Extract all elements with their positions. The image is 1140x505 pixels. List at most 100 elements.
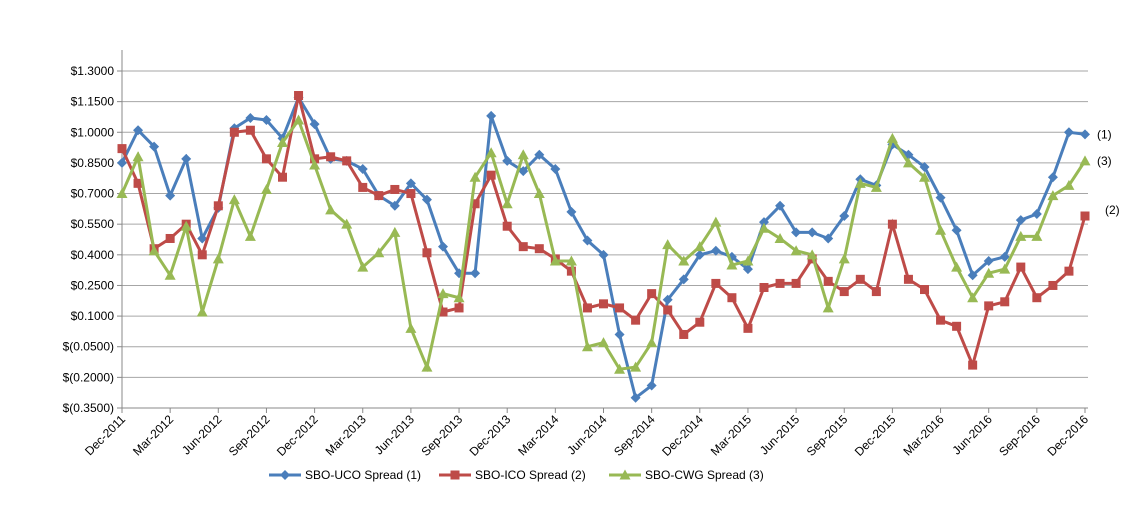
data-point	[1079, 155, 1091, 166]
data-point	[518, 166, 529, 177]
data-point	[165, 190, 176, 201]
data-point	[549, 255, 561, 266]
data-point	[646, 380, 657, 391]
data-point	[117, 144, 127, 154]
data-point	[566, 266, 576, 276]
data-point	[614, 363, 626, 374]
data-point	[438, 241, 448, 252]
data-point	[357, 164, 368, 175]
data-point	[758, 222, 770, 233]
y-tick-label: $(0.2000)	[63, 370, 114, 384]
y-tick-label: $0.2500	[71, 278, 115, 292]
data-point	[422, 248, 432, 258]
data-point	[886, 132, 898, 143]
data-point	[148, 245, 160, 256]
annotation: (3)	[1097, 154, 1112, 168]
data-point	[582, 303, 592, 313]
data-point	[550, 164, 561, 175]
data-point	[405, 322, 417, 333]
data-point	[245, 112, 256, 123]
data-point	[374, 191, 384, 201]
data-point	[518, 242, 528, 252]
data-point	[486, 110, 497, 121]
data-point	[871, 287, 881, 297]
x-tick-label: Mar-2016	[900, 412, 946, 458]
data-point	[952, 321, 962, 331]
data-point	[887, 219, 897, 229]
data-point	[663, 305, 673, 315]
x-tick-label: Sep-2016	[996, 412, 1043, 459]
data-point	[614, 329, 625, 340]
data-point	[967, 292, 979, 303]
x-tick-label: Jun-2015	[757, 412, 803, 458]
data-point	[920, 285, 929, 295]
data-point	[278, 172, 287, 182]
data-point	[501, 198, 513, 209]
data-point	[197, 233, 208, 244]
data-point	[453, 292, 465, 303]
data-point	[646, 337, 658, 348]
data-point	[326, 152, 336, 162]
data-point	[727, 293, 737, 303]
data-point	[165, 233, 175, 243]
y-tick-label: $(0.0500)	[63, 340, 114, 354]
data-point	[774, 232, 786, 243]
legend-marker	[619, 469, 631, 480]
x-tick-label: Mar-2012	[130, 412, 176, 458]
data-point	[1063, 179, 1075, 190]
data-point	[342, 156, 352, 166]
data-point	[485, 147, 497, 158]
y-tick-label: $0.4000	[71, 248, 115, 262]
data-point	[517, 149, 529, 160]
data-point	[791, 227, 802, 238]
data-point	[968, 360, 978, 370]
data-point	[244, 230, 256, 241]
legend-item: SBO-ICO Spread (2)	[439, 468, 586, 482]
data-point	[647, 289, 657, 299]
data-point	[951, 261, 963, 272]
data-point	[662, 294, 673, 305]
data-point	[534, 149, 545, 160]
data-point	[213, 201, 223, 211]
data-point	[662, 239, 674, 250]
data-point	[1048, 280, 1058, 290]
data-point	[807, 227, 818, 238]
data-point	[775, 278, 785, 288]
data-point	[1063, 127, 1074, 138]
data-point	[999, 251, 1010, 262]
data-point	[678, 255, 690, 266]
data-point	[983, 267, 995, 278]
data-point	[469, 171, 481, 182]
data-point	[486, 170, 496, 180]
data-point	[309, 119, 320, 130]
data-point	[534, 244, 544, 254]
data-point	[951, 225, 962, 236]
data-point	[470, 268, 481, 279]
data-point	[437, 288, 449, 299]
x-tick-label: Dec-2014	[659, 412, 706, 459]
legend-item: SBO-CWG Spread (3)	[609, 468, 764, 482]
data-point	[679, 329, 689, 339]
data-point	[181, 153, 192, 164]
legend-label: SBO-CWG Spread (3)	[645, 468, 764, 482]
data-point	[197, 250, 207, 260]
data-point	[838, 253, 850, 264]
annotation: (2)	[1105, 203, 1120, 217]
x-tick-label: Dec-2015	[852, 412, 899, 459]
y-tick-label: $0.7000	[71, 187, 115, 201]
data-point	[791, 278, 801, 288]
data-point	[902, 157, 914, 168]
legend-marker	[280, 470, 290, 480]
x-tick-label: Dec-2013	[467, 412, 514, 459]
data-point	[470, 199, 480, 209]
data-point	[806, 249, 818, 260]
data-point	[277, 136, 288, 147]
x-tick-label: Sep-2014	[611, 412, 658, 459]
data-point	[630, 392, 641, 403]
data-point	[389, 226, 401, 237]
data-point	[839, 211, 850, 222]
data-point	[132, 151, 144, 162]
data-point	[149, 141, 160, 152]
data-point	[775, 200, 786, 211]
y-tick-label: $1.3000	[71, 64, 115, 78]
